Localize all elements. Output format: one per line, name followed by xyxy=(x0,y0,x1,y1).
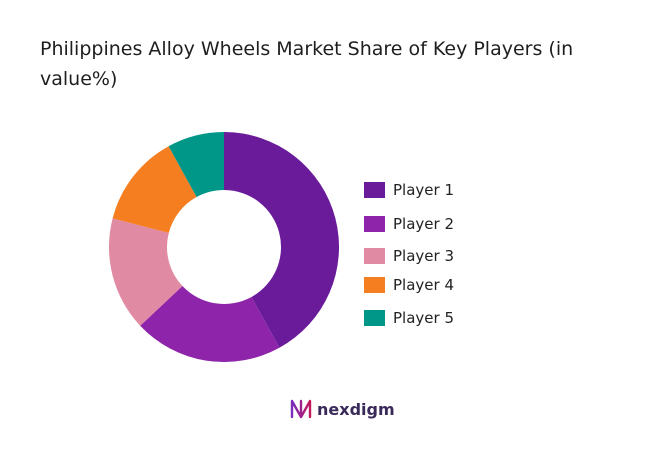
brand-name: nexdigm xyxy=(317,399,395,419)
legend-item-player-3: Player 3 xyxy=(364,244,454,268)
slice-player-3 xyxy=(109,218,183,326)
legend-item-player-1: Player 1 xyxy=(364,178,454,202)
legend-label: Player 3 xyxy=(393,247,454,265)
legend-label: Player 1 xyxy=(393,181,454,199)
slice-player-5 xyxy=(168,132,224,198)
legend-swatch xyxy=(364,310,385,326)
slice-player-2 xyxy=(140,286,280,363)
legend-swatch xyxy=(364,277,385,293)
chart-title: Philippines Alloy Wheels Market Share of… xyxy=(40,38,574,90)
nexdigm-logo-icon xyxy=(290,399,312,419)
legend-item-player-4: Player 4 xyxy=(364,273,454,297)
legend-item-player-5: Player 5 xyxy=(364,306,454,330)
legend-item-player-2: Player 2 xyxy=(364,212,454,236)
legend-label: Player 2 xyxy=(393,215,454,233)
brand-logo: nexdigm xyxy=(289,398,395,420)
legend-swatch xyxy=(364,248,385,264)
legend-label: Player 5 xyxy=(393,309,454,327)
legend-swatch xyxy=(364,216,385,232)
legend-label: Player 4 xyxy=(393,276,454,294)
legend-swatch xyxy=(364,182,385,198)
slice-player-1 xyxy=(224,132,339,348)
slice-player-4 xyxy=(112,146,197,233)
